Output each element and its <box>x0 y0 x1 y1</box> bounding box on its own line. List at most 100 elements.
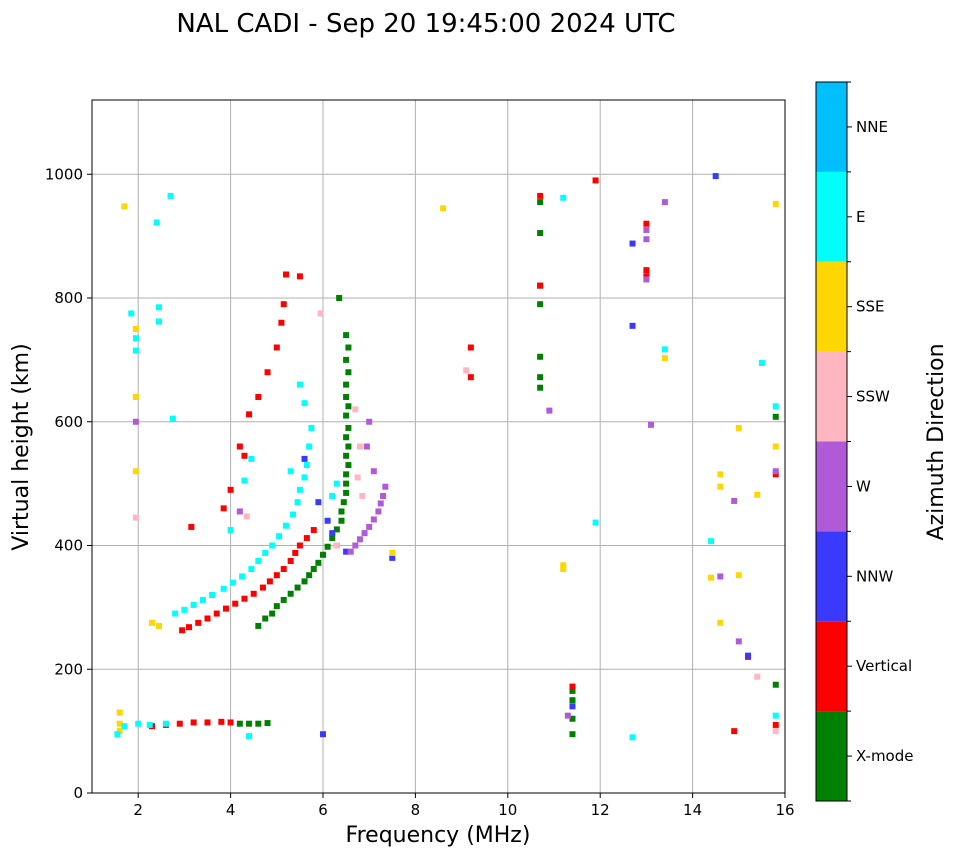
data-point <box>181 606 188 613</box>
data-point <box>246 411 253 418</box>
data-point <box>324 517 331 524</box>
data-point <box>537 374 544 381</box>
data-point <box>232 600 239 607</box>
data-point <box>121 203 128 210</box>
data-point <box>255 720 262 727</box>
data-point <box>377 500 384 507</box>
data-point <box>343 452 350 459</box>
data-point <box>248 566 255 573</box>
data-point <box>246 720 253 727</box>
data-point <box>463 367 470 374</box>
data-point <box>306 443 313 450</box>
data-point <box>188 523 195 530</box>
colorbar-segment <box>816 531 847 622</box>
data-point <box>661 355 668 362</box>
data-point <box>301 400 308 407</box>
colorbar-segment <box>816 351 847 442</box>
data-points <box>114 173 779 741</box>
data-point <box>213 610 220 617</box>
data-point <box>717 471 724 478</box>
data-point <box>375 508 382 515</box>
data-point <box>220 585 227 592</box>
data-point <box>310 527 317 534</box>
data-point <box>259 584 266 591</box>
chart-title: NAL CADI - Sep 20 19:45:00 2024 UTC <box>176 9 675 39</box>
data-point <box>176 720 183 727</box>
data-point <box>250 590 257 597</box>
data-point <box>772 413 779 420</box>
data-point <box>560 566 567 573</box>
data-point <box>283 522 290 529</box>
data-point <box>569 697 576 704</box>
data-point <box>273 603 280 610</box>
data-point <box>772 468 779 475</box>
data-point <box>735 572 742 579</box>
colorbar: X-mode Vertical NNW W SSW SSE E NNE <box>815 81 913 802</box>
colorbar-label: W <box>856 477 871 495</box>
data-point <box>569 731 576 738</box>
x-tick-label: 8 <box>411 801 421 819</box>
series-x-mode <box>236 199 779 738</box>
data-point <box>717 483 724 490</box>
axis-ticks: 2 4 6 8 10 12 14 16 0 200 400 600 800 1000 <box>45 165 795 819</box>
data-point <box>264 720 271 727</box>
data-point <box>382 483 389 490</box>
colorbar-label: SSW <box>856 388 890 406</box>
data-point <box>643 276 650 283</box>
data-point <box>352 406 359 413</box>
data-point <box>296 486 303 493</box>
data-point <box>661 199 668 206</box>
data-point <box>772 728 779 735</box>
data-point <box>169 415 176 422</box>
y-tick-label: 1000 <box>45 165 83 183</box>
data-point <box>345 403 352 410</box>
data-point <box>370 516 377 523</box>
data-point <box>218 718 225 725</box>
data-point <box>190 719 197 726</box>
data-point <box>278 319 285 326</box>
data-point <box>352 542 359 549</box>
data-point <box>132 418 139 425</box>
colorbar-segment <box>816 171 847 262</box>
data-point <box>389 554 396 561</box>
data-point <box>280 596 287 603</box>
data-point <box>560 194 567 201</box>
data-point <box>243 513 250 520</box>
data-point <box>132 514 139 521</box>
x-tick-label: 2 <box>133 801 143 819</box>
data-point <box>132 335 139 342</box>
data-point <box>303 535 310 542</box>
data-point <box>643 273 650 280</box>
data-point <box>289 511 296 518</box>
x-tick-label: 10 <box>498 801 517 819</box>
y-tick-label: 800 <box>54 289 83 307</box>
data-point <box>306 572 313 579</box>
data-point <box>280 301 287 308</box>
data-point <box>264 369 271 376</box>
data-point <box>315 499 322 506</box>
data-point <box>717 573 724 580</box>
data-point <box>320 551 326 558</box>
data-point <box>301 578 308 585</box>
data-point <box>236 443 243 450</box>
data-point <box>155 304 162 311</box>
data-point <box>356 443 363 450</box>
data-point <box>135 720 142 727</box>
data-point <box>345 443 352 450</box>
colorbar-label: E <box>856 208 865 226</box>
data-point <box>287 557 294 564</box>
data-point <box>132 394 139 400</box>
data-point <box>227 719 234 726</box>
data-point <box>389 549 396 556</box>
data-point <box>149 619 156 626</box>
data-point <box>195 619 202 626</box>
data-point <box>629 240 636 247</box>
y-tick-label: 600 <box>54 413 83 431</box>
data-point <box>366 418 373 425</box>
data-point <box>380 493 387 499</box>
data-point <box>592 177 599 184</box>
data-point <box>343 381 350 388</box>
data-point <box>236 508 243 515</box>
y-tick-label: 400 <box>54 537 83 555</box>
data-point <box>629 322 636 329</box>
